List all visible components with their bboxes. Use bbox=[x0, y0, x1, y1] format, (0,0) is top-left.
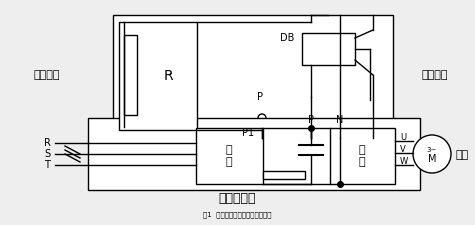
Text: P1: P1 bbox=[242, 128, 254, 138]
Text: S: S bbox=[44, 149, 50, 159]
Bar bbox=[88, 118, 420, 190]
Bar bbox=[113, 15, 393, 138]
Text: 图1  变频器制动电阻的作用示意图: 图1 变频器制动电阻的作用示意图 bbox=[203, 212, 271, 218]
Text: R: R bbox=[163, 69, 173, 83]
Bar bbox=[330, 128, 395, 184]
Circle shape bbox=[413, 135, 451, 173]
Bar bbox=[196, 128, 263, 184]
Text: 逆
变: 逆 变 bbox=[359, 145, 365, 167]
Text: 通用变频器: 通用变频器 bbox=[218, 191, 256, 205]
Bar bbox=[263, 171, 305, 179]
Text: W: W bbox=[400, 158, 408, 166]
Text: 整
流: 整 流 bbox=[226, 145, 232, 167]
Bar bbox=[119, 22, 197, 130]
Text: 制动单元: 制动单元 bbox=[422, 70, 448, 80]
Text: 3~: 3~ bbox=[427, 147, 437, 153]
Text: P: P bbox=[257, 92, 263, 102]
Text: DB: DB bbox=[280, 33, 294, 43]
Text: P: P bbox=[308, 115, 314, 125]
Text: T: T bbox=[44, 160, 50, 170]
Bar bbox=[124, 35, 137, 115]
Text: V: V bbox=[400, 146, 406, 155]
Text: 制动电阻: 制动电阻 bbox=[34, 70, 60, 80]
Bar bbox=[302, 33, 355, 65]
Text: N: N bbox=[336, 115, 344, 125]
Text: M: M bbox=[428, 154, 436, 164]
Text: 电机: 电机 bbox=[456, 150, 469, 160]
Text: R: R bbox=[44, 138, 50, 148]
Text: U: U bbox=[400, 133, 406, 142]
